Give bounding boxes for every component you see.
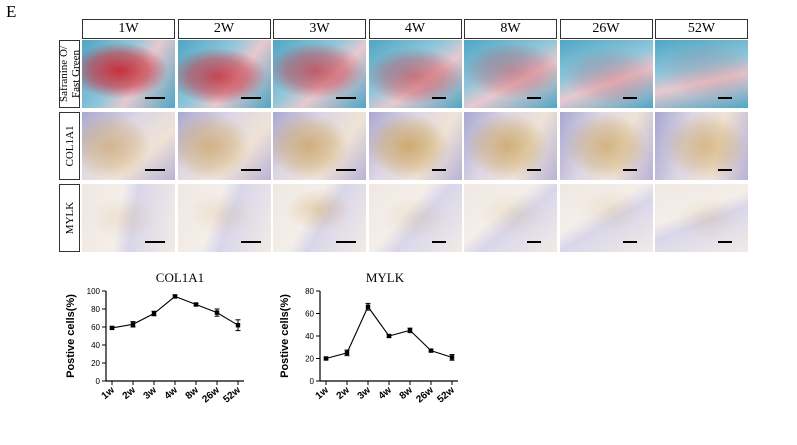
micrograph-col1a1-3w xyxy=(273,112,366,180)
chart-title: MYLK xyxy=(366,270,405,285)
scale-bar xyxy=(527,97,541,99)
y-axis-label: Postive cells(%) xyxy=(65,294,77,378)
scale-bar xyxy=(240,97,261,99)
scale-bar xyxy=(240,241,261,243)
scale-bar xyxy=(431,169,446,171)
scale-bar xyxy=(622,241,637,243)
scale-bar xyxy=(527,169,541,171)
micrograph-col1a1-8w xyxy=(464,112,557,180)
micrograph-safranin-3w xyxy=(273,40,366,108)
micrograph-mylk-2w xyxy=(177,184,271,252)
x-tick-label: 52w xyxy=(221,385,243,406)
x-tick-label: 8w xyxy=(184,385,201,402)
data-point xyxy=(172,294,178,299)
y-tick-label: 80 xyxy=(91,305,100,314)
data-point xyxy=(449,355,455,360)
micrograph-col1a1-1w xyxy=(82,112,175,180)
y-tick-label: 0 xyxy=(310,377,315,386)
data-point xyxy=(235,323,241,328)
scale-bar xyxy=(718,97,732,99)
data-point xyxy=(323,356,329,361)
x-tick-label: 3w xyxy=(356,385,373,402)
data-point xyxy=(428,348,434,353)
y-tick-label: 100 xyxy=(87,287,101,296)
column-label-3w: 3W xyxy=(273,19,366,39)
data-point xyxy=(151,311,157,316)
x-tick-label: 1w xyxy=(100,385,117,402)
data-point xyxy=(386,333,392,339)
y-tick-label: 20 xyxy=(91,359,100,368)
scale-bar xyxy=(622,97,637,99)
column-label-26w: 26W xyxy=(559,19,653,39)
row-label-mylk: MYLK xyxy=(59,184,80,252)
x-tick-label: 4w xyxy=(163,385,180,402)
x-tick-label: 2w xyxy=(121,385,138,402)
scale-bar xyxy=(718,169,732,171)
y-tick-label: 40 xyxy=(91,341,100,350)
scale-bar xyxy=(145,97,165,99)
column-label-1w: 1W xyxy=(82,19,175,39)
y-tick-label: 20 xyxy=(305,355,314,364)
micrograph-safranin-26w xyxy=(559,40,653,108)
y-tick-label: 80 xyxy=(305,287,314,296)
y-tick-label: 0 xyxy=(96,377,101,386)
y-tick-label: 60 xyxy=(91,323,100,332)
micrograph-mylk-52w xyxy=(655,184,748,252)
scale-bar xyxy=(622,169,637,171)
scale-bar xyxy=(145,241,165,243)
scale-bar xyxy=(336,97,356,99)
scale-bar xyxy=(431,97,446,99)
micrograph-mylk-3w xyxy=(273,184,366,252)
micrograph-col1a1-2w xyxy=(177,112,271,180)
y-tick-label: 60 xyxy=(305,310,314,319)
data-point xyxy=(407,328,413,333)
column-label-52w: 52W xyxy=(655,19,748,39)
column-label-4w: 4W xyxy=(368,19,462,39)
micrograph-safranin-4w xyxy=(368,40,462,108)
micrograph-safranin-52w xyxy=(655,40,748,108)
column-label-8w: 8W xyxy=(464,19,557,39)
panel-letter: E xyxy=(6,2,17,21)
row-label-col1a1: COL1A1 xyxy=(59,112,80,180)
micrograph-mylk-4w xyxy=(368,184,462,252)
scale-bar xyxy=(336,241,356,243)
micrograph-col1a1-52w xyxy=(655,112,748,180)
data-point xyxy=(344,350,350,356)
x-tick-label: 4w xyxy=(377,385,394,402)
data-point xyxy=(193,302,199,307)
micrograph-safranin-8w xyxy=(464,40,557,108)
x-tick-label: 52w xyxy=(435,385,457,406)
data-point xyxy=(365,304,371,309)
micrograph-mylk-26w xyxy=(559,184,653,252)
scale-bar xyxy=(336,169,356,171)
scale-bar xyxy=(240,169,261,171)
data-point xyxy=(130,322,136,327)
mylk-chart: MYLK Postive cells(%) 0 20 40 60 80 1w 2w 3w 4w 8w 2… xyxy=(279,270,458,406)
y-axis-label: Postive cells(%) xyxy=(279,294,291,378)
data-point xyxy=(109,325,115,331)
micrograph-col1a1-26w xyxy=(559,112,653,180)
micrograph-safranin-2w xyxy=(177,40,271,108)
micrograph-mylk-1w xyxy=(82,184,175,252)
scale-bar xyxy=(718,241,732,243)
x-tick-label: 3w xyxy=(142,385,159,402)
chart-title: COL1A1 xyxy=(156,270,204,285)
micrograph-col1a1-4w xyxy=(368,112,462,180)
scale-bar xyxy=(527,241,541,243)
micrograph-mylk-8w xyxy=(464,184,557,252)
data-point xyxy=(214,310,220,315)
scale-bar xyxy=(145,169,165,171)
x-tick-label: 1w xyxy=(314,385,331,402)
y-tick-label: 40 xyxy=(305,332,314,341)
x-tick-label: 2w xyxy=(335,385,352,402)
x-tick-label: 8w xyxy=(398,385,415,402)
micrograph-safranin-1w xyxy=(82,40,175,108)
x-tick-label: 26w xyxy=(414,385,436,406)
row-label-safranin: Safranine O/Fast Green xyxy=(59,40,80,108)
scale-bar xyxy=(431,241,446,243)
column-label-2w: 2W xyxy=(177,19,271,39)
x-tick-label: 26w xyxy=(200,385,222,406)
col1a1-chart: COL1A1 Postive cells(%) 0 20 40 60 80 100 1w 2w 3w… xyxy=(65,270,244,406)
